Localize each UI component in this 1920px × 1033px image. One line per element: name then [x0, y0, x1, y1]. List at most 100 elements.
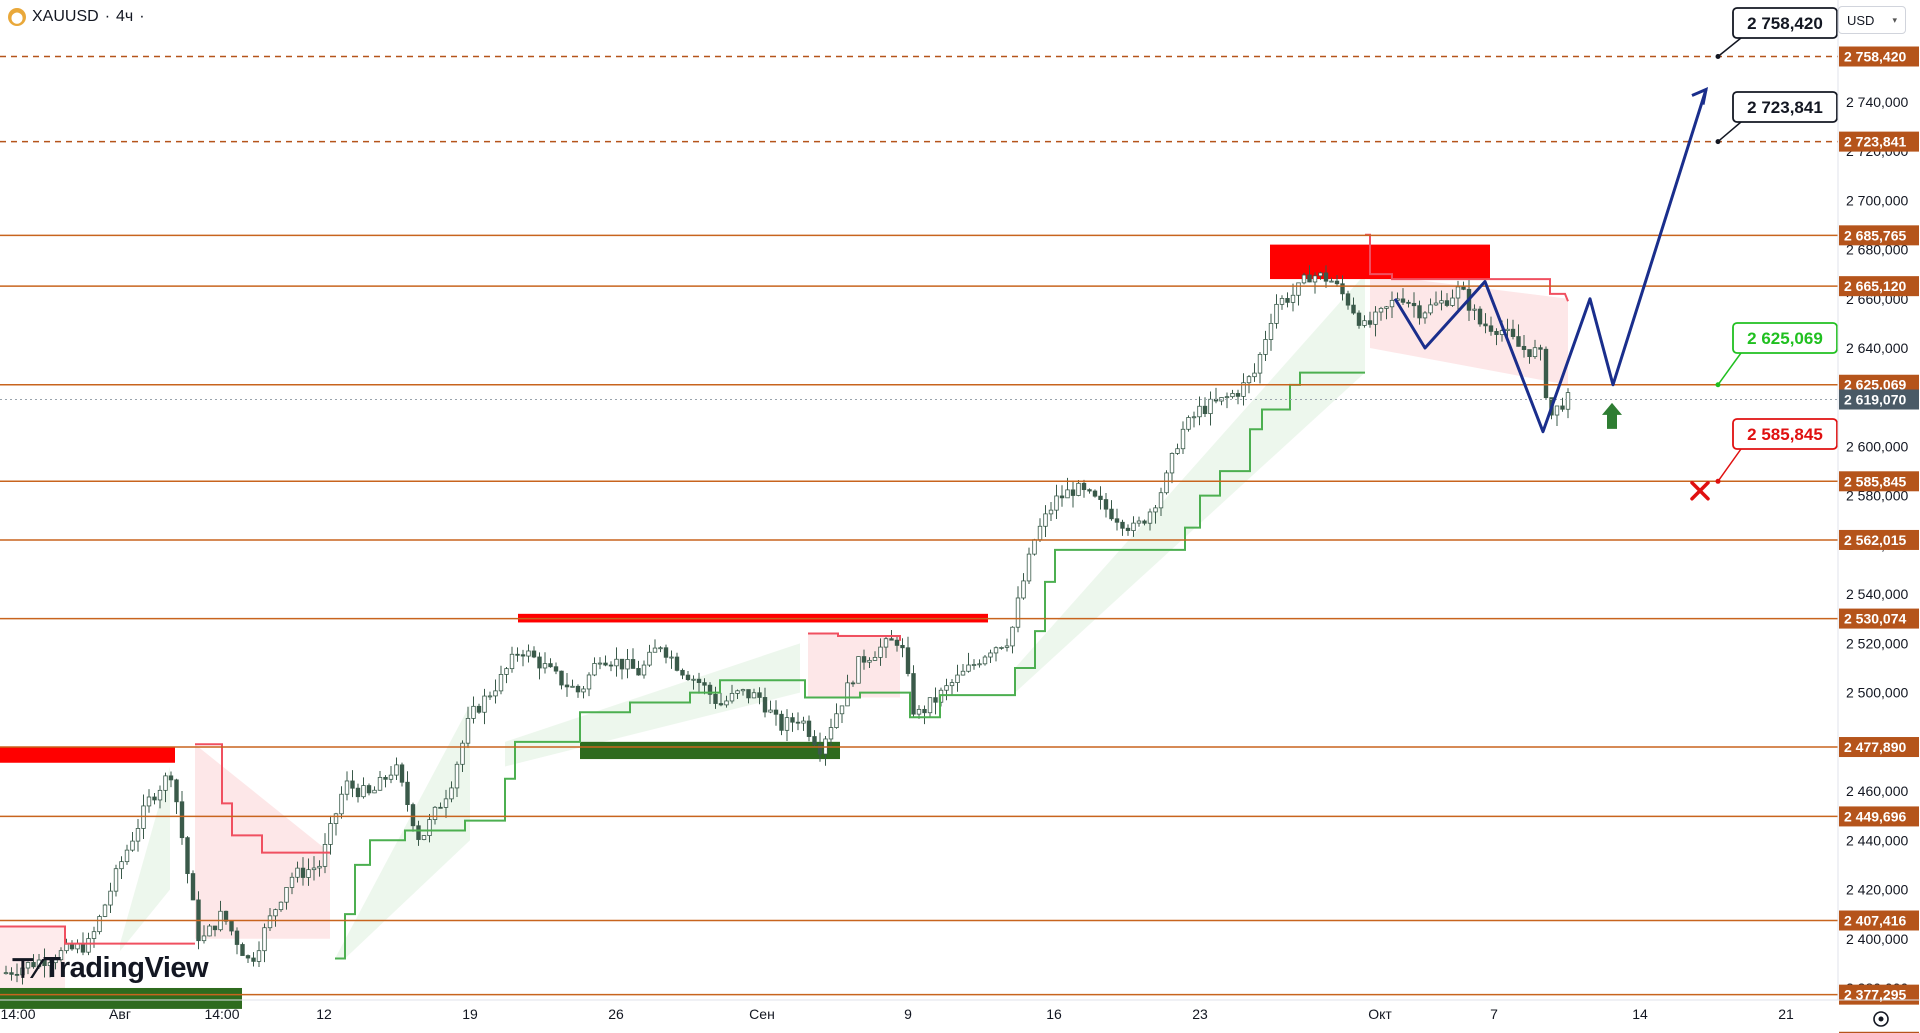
candle-body: [267, 915, 273, 929]
candle-body: [1076, 482, 1081, 496]
candle-body: [1527, 349, 1532, 358]
candle-body: [449, 787, 454, 800]
candle-body: [256, 950, 262, 962]
candle-body: [1224, 396, 1230, 399]
candle-body: [1004, 645, 1010, 648]
candle-body: [1494, 331, 1499, 335]
candle-body: [1065, 489, 1070, 499]
candle-body: [542, 663, 548, 669]
x-tick-label: 26: [608, 1006, 624, 1022]
candle-body: [141, 805, 146, 829]
currency-selector[interactable]: USD ▾: [1838, 6, 1906, 34]
candle-body: [405, 781, 410, 805]
candle-body: [432, 806, 438, 820]
candle-body: [801, 720, 806, 724]
chevron-down-icon: ▾: [1892, 14, 1897, 25]
candle-body: [1318, 272, 1323, 277]
candle-body: [1087, 489, 1092, 492]
candle-body: [179, 801, 185, 839]
candle-body: [1263, 339, 1268, 355]
candle-body: [1329, 280, 1334, 283]
candle-body: [1400, 298, 1406, 303]
candle-body: [355, 787, 361, 798]
candle-body: [641, 664, 647, 676]
candle-body: [1373, 311, 1378, 325]
candle-body: [273, 909, 278, 917]
candle-body: [1560, 405, 1565, 410]
demand-zone: [0, 987, 242, 1009]
gear-icon[interactable]: [1873, 1011, 1889, 1027]
symbol-header[interactable]: ⬤ XAUUSD · 4ч ·: [8, 8, 145, 26]
candle-body: [1483, 323, 1488, 327]
candle-body: [894, 639, 900, 646]
candle-body: [949, 682, 955, 687]
level-price-label: 2 723,841: [1844, 134, 1906, 150]
candle-body: [1147, 511, 1153, 524]
level-price-label: 2 449,696: [1844, 808, 1906, 824]
candle-body: [746, 689, 751, 699]
candle-body: [504, 668, 509, 675]
candle-body: [1109, 508, 1114, 520]
candle-body: [1081, 482, 1087, 491]
candle-body: [1153, 507, 1158, 513]
candle-body: [581, 688, 586, 693]
candle-body: [1505, 328, 1510, 331]
candle-body: [575, 685, 581, 693]
candle-body: [47, 962, 53, 967]
level-price-label: 2 585,845: [1844, 473, 1906, 489]
candle-body: [58, 950, 64, 961]
candle-body: [146, 796, 152, 807]
candle-body: [1290, 294, 1296, 303]
candle-body: [790, 717, 795, 723]
candle-body: [1120, 521, 1125, 529]
candle-body: [1307, 274, 1312, 283]
candle-body: [1059, 495, 1065, 499]
candle-body: [916, 708, 922, 715]
candle-body: [1362, 320, 1367, 326]
candle-body: [955, 674, 960, 683]
callout-box: [1732, 7, 1838, 39]
candle-body: [680, 669, 685, 676]
y-tick-label: 2 500,000: [1846, 685, 1908, 701]
candle-body: [718, 703, 724, 706]
candle-body: [339, 793, 344, 815]
candle-body: [889, 638, 894, 641]
level-price-tag: [1839, 46, 1919, 67]
candle-body: [762, 697, 768, 713]
candle-body: [768, 709, 773, 713]
candle-body: [1301, 274, 1307, 284]
callout-label: 2 723,841: [1747, 98, 1823, 117]
y-tick-label: 2 520,000: [1846, 635, 1908, 651]
candle-body: [278, 901, 284, 911]
candle-body: [1054, 495, 1059, 511]
x-tick-label: Сен: [749, 1006, 775, 1022]
candle-body: [993, 647, 999, 654]
y-tick-label: 2 700,000: [1846, 192, 1908, 208]
candle-body: [234, 930, 240, 945]
candle-body: [1114, 518, 1120, 523]
candle-body: [64, 943, 69, 952]
candle-body: [185, 837, 190, 874]
level-price-tag: [1839, 471, 1919, 492]
candle-body: [493, 690, 498, 697]
candle-body: [1230, 393, 1235, 398]
candle-body: [856, 656, 861, 684]
candle-body: [735, 690, 740, 694]
y-tick-label: 2 740,000: [1846, 94, 1908, 110]
candle-body: [1351, 304, 1356, 314]
candle-body: [850, 682, 856, 685]
candle-body: [812, 736, 817, 746]
candle-body: [559, 670, 564, 686]
indicator-fill-area: [808, 633, 900, 698]
candle-body: [1191, 416, 1197, 419]
level-price-tag: [1839, 737, 1919, 758]
candle-body: [652, 647, 658, 653]
candle-body: [1208, 398, 1213, 415]
level-price-label: 2 625,069: [1844, 377, 1906, 393]
symbol-name: XAUUSD: [32, 8, 99, 25]
candle-body: [251, 957, 256, 962]
candle-body: [229, 920, 234, 932]
level-lines-layer: [0, 55, 1838, 996]
candle-body: [1279, 298, 1285, 305]
